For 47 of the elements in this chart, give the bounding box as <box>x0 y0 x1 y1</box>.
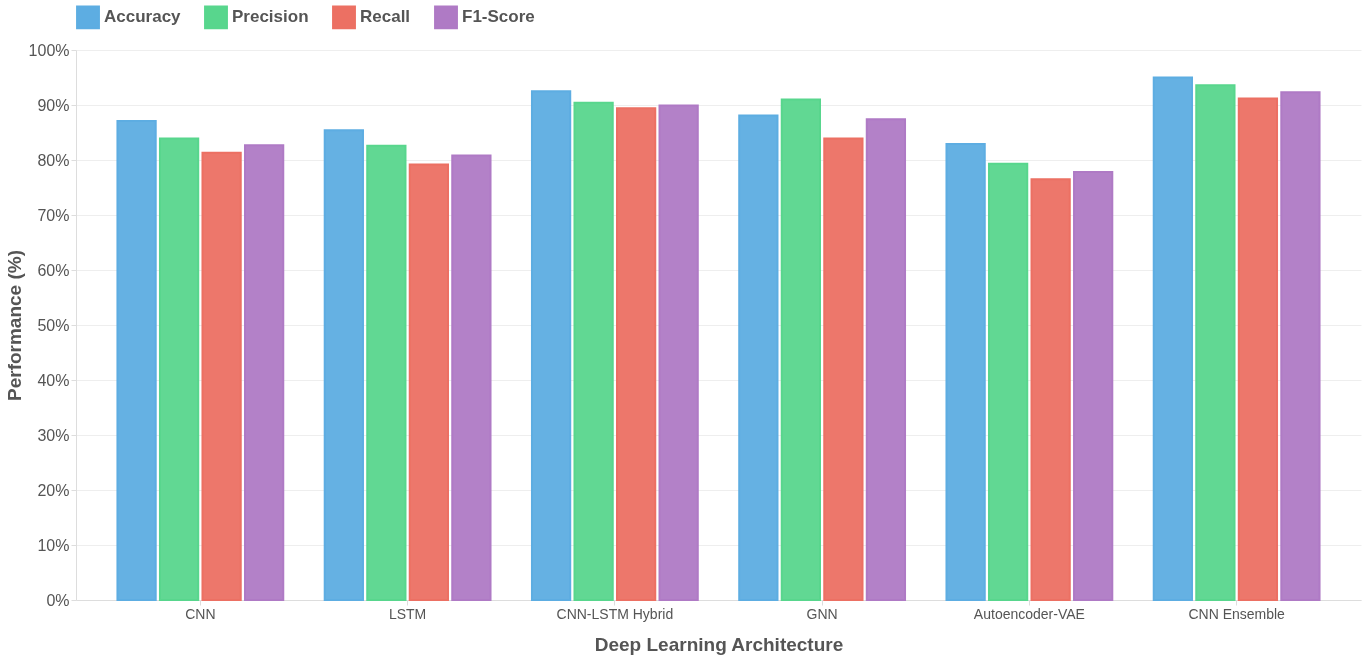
bar <box>1237 97 1279 601</box>
bar <box>408 163 449 601</box>
bar <box>530 90 572 601</box>
y-axis-title: Performance (%) <box>3 250 25 401</box>
bar <box>865 118 907 601</box>
bar <box>945 143 986 601</box>
legend-label: Accuracy <box>104 7 182 27</box>
x-tick-label: GNN <box>806 605 838 622</box>
y-tick-label: 50% <box>37 316 70 334</box>
y-tick-label: 80% <box>37 151 70 169</box>
bar <box>244 144 285 601</box>
bar <box>201 151 242 601</box>
y-tick-label: 40% <box>37 371 70 389</box>
y-tick-label: 10% <box>37 536 70 554</box>
y-tick-label: 0% <box>46 591 70 609</box>
bar <box>1195 84 1236 601</box>
legend-label: F1-Score <box>462 7 535 27</box>
bar <box>1152 76 1193 601</box>
bar <box>366 144 407 601</box>
bar <box>451 154 492 601</box>
legend-label: Recall <box>360 7 411 27</box>
bar <box>658 104 699 601</box>
bar <box>1280 91 1321 601</box>
x-tick-label: CNN-LSTM Hybrid <box>556 605 674 622</box>
bar <box>116 119 157 601</box>
y-tick-label: 20% <box>37 481 70 499</box>
y-tick-label: 100% <box>28 41 70 59</box>
y-tick-label: 60% <box>37 261 70 279</box>
bar <box>738 114 779 601</box>
bar <box>616 107 657 601</box>
x-tick-label: CNN Ensemble <box>1188 605 1286 622</box>
bar <box>988 162 1029 601</box>
bar <box>780 98 821 601</box>
bar <box>1030 178 1071 601</box>
x-tick-label: Autoencoder-VAE <box>973 605 1085 622</box>
bar <box>158 137 200 601</box>
y-tick-label: 90% <box>37 96 70 114</box>
y-tick-label: 30% <box>37 426 70 444</box>
x-tick-label: CNN <box>185 605 216 622</box>
bar <box>823 137 864 601</box>
bar <box>323 129 364 601</box>
bar <box>573 101 614 601</box>
x-tick-label: LSTM <box>388 605 427 622</box>
x-axis-title: Deep Learning Architecture <box>594 633 844 655</box>
legend-label: Precision <box>232 7 309 27</box>
bar <box>1073 171 1114 601</box>
y-tick-label: 70% <box>37 206 70 224</box>
